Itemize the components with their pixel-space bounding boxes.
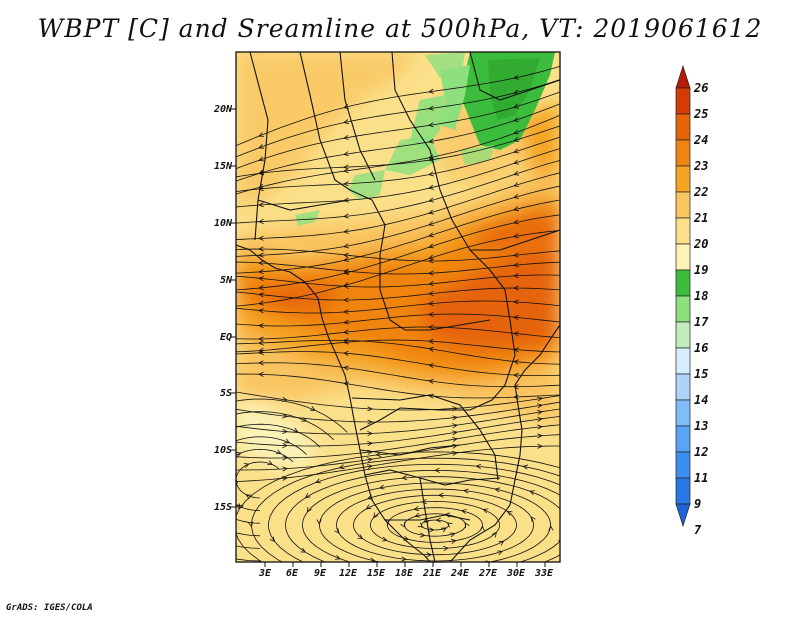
lon-label-33e: 33E bbox=[534, 568, 554, 579]
colorbar-label-25: 25 bbox=[694, 107, 709, 121]
colorbar-box bbox=[675, 269, 691, 297]
colorbar-label-18: 18 bbox=[694, 289, 709, 303]
lon-label-15e: 15E bbox=[366, 568, 386, 579]
colorbar-box bbox=[675, 217, 691, 245]
colorbar-label-7: 7 bbox=[694, 523, 702, 537]
lat-label-20n: 20N bbox=[213, 104, 232, 115]
grads-credit: GrADS: IGES/COLA bbox=[6, 603, 93, 613]
lon-label-27e: 27E bbox=[478, 568, 498, 579]
colorbar-label-17: 17 bbox=[694, 315, 709, 329]
colorbar bbox=[675, 64, 691, 528]
colorbar-label-12: 12 bbox=[694, 445, 709, 459]
lat-label-15s: 15S bbox=[213, 502, 232, 513]
colorbar-label-11: 11 bbox=[694, 471, 709, 485]
colorbar-label-19: 19 bbox=[694, 263, 709, 277]
colorbar-box bbox=[675, 295, 691, 323]
lat-label-5s: 5S bbox=[219, 388, 232, 399]
country-borders bbox=[236, 52, 560, 562]
colorbar-label-13: 13 bbox=[694, 419, 709, 433]
colorbar-box bbox=[675, 425, 691, 453]
lat-label-15n: 15N bbox=[213, 161, 232, 172]
colorbar-box bbox=[675, 477, 691, 505]
colorbar-box bbox=[675, 191, 691, 219]
lon-label-30e: 30E bbox=[506, 568, 526, 579]
streamlines bbox=[236, 65, 560, 562]
colorbar-label-21: 21 bbox=[694, 211, 709, 225]
colorbar-box bbox=[675, 399, 691, 427]
lon-label-21e: 21E bbox=[422, 568, 442, 579]
colorbar-label-9: 9 bbox=[694, 497, 702, 511]
lon-label-12e: 12E bbox=[338, 568, 358, 579]
colorbar-box bbox=[675, 165, 691, 193]
lon-label-18e: 18E bbox=[394, 568, 414, 579]
colorbar-label-20: 20 bbox=[694, 237, 709, 251]
lat-label-10n: 10N bbox=[213, 218, 232, 229]
lat-label-eq: EQ bbox=[219, 332, 232, 343]
lon-label-24e: 24E bbox=[450, 568, 470, 579]
axis-ticks bbox=[231, 108, 546, 567]
colorbar-label-14: 14 bbox=[694, 393, 709, 407]
colorbar-label-16: 16 bbox=[694, 341, 709, 355]
colorbar-box bbox=[675, 87, 691, 115]
lon-label-6e: 6E bbox=[285, 568, 299, 579]
colorbar-box-bottom bbox=[675, 503, 691, 528]
colorbar-box bbox=[675, 451, 691, 479]
colorbar-box bbox=[675, 113, 691, 141]
colorbar-box bbox=[675, 139, 691, 167]
map-frame bbox=[235, 51, 561, 563]
colorbar-box-top bbox=[675, 64, 691, 89]
colorbar-label-23: 23 bbox=[694, 159, 709, 173]
lon-label-3e: 3E bbox=[258, 568, 272, 579]
colorbar-label-15: 15 bbox=[694, 367, 709, 381]
colorbar-label-22: 22 bbox=[694, 185, 709, 199]
map-title: WBPT [C] and Sreamline at 500hPa, VT: 20… bbox=[37, 14, 763, 43]
colorbar-label-24: 24 bbox=[694, 133, 709, 147]
colorbar-label-26: 26 bbox=[694, 81, 709, 95]
colorbar-box bbox=[675, 347, 691, 375]
colorbar-box bbox=[675, 321, 691, 349]
colorbar-box bbox=[675, 373, 691, 401]
lat-label-10s: 10S bbox=[213, 445, 232, 456]
lon-label-9e: 9E bbox=[313, 568, 327, 579]
lat-label-5n: 5N bbox=[219, 275, 232, 286]
colorbar-box bbox=[675, 243, 691, 271]
